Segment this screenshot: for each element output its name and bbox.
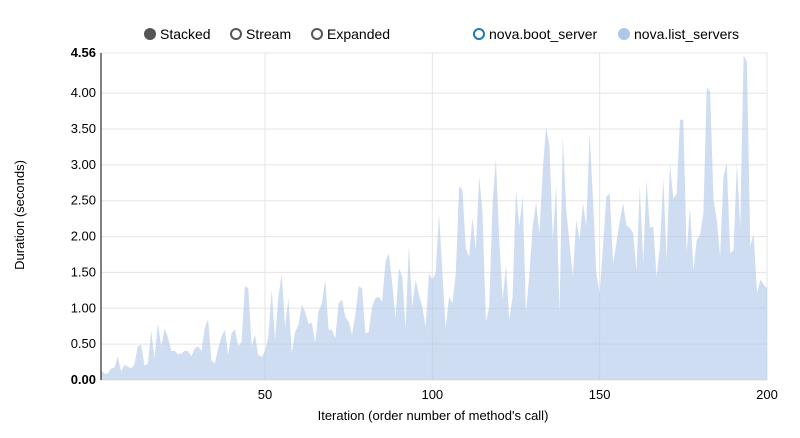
- area-nova-list-servers: [101, 55, 767, 380]
- x-axis-label: Iteration (order number of method's call…: [318, 408, 549, 423]
- x-tick-label: 50: [258, 387, 272, 402]
- radio-icon: [230, 28, 242, 40]
- y-tick-label: 0.00: [71, 372, 96, 387]
- legend-label: nova.boot_server: [489, 26, 598, 42]
- radio-icon: [311, 28, 323, 40]
- y-tick-label: 2.00: [71, 229, 96, 244]
- y-tick-label: 3.00: [71, 157, 96, 172]
- legend-circle-icon: [618, 28, 630, 40]
- legend-label: nova.list_servers: [634, 26, 740, 42]
- legend-item-boot-server[interactable]: nova.boot_server: [473, 26, 597, 42]
- control-stream[interactable]: Stream: [230, 26, 291, 42]
- x-tick-label: 150: [589, 387, 611, 402]
- x-tick-label: 200: [756, 387, 778, 402]
- areas: [101, 55, 767, 380]
- radio-selected-icon: [144, 28, 156, 40]
- x-tick-label: 100: [421, 387, 443, 402]
- control-stacked[interactable]: Stacked: [144, 26, 211, 42]
- y-tick-label: 1.00: [71, 300, 96, 315]
- control-expanded[interactable]: Expanded: [311, 26, 390, 42]
- legend: Stacked Stream Expanded nova.boot_server…: [0, 26, 800, 46]
- legend-circle-icon: [473, 28, 485, 40]
- y-tick-label: 2.50: [71, 193, 96, 208]
- control-label: Stacked: [160, 26, 211, 42]
- y-tick-label: 3.50: [71, 121, 96, 136]
- y-tick-label: 4.00: [71, 85, 96, 100]
- legend-item-list-servers[interactable]: nova.list_servers: [618, 26, 739, 42]
- y-tick-label: 1.50: [71, 264, 96, 279]
- control-label: Expanded: [327, 26, 391, 42]
- y-tick-label: 0.50: [71, 336, 96, 351]
- axes: 0.00 0.50 1.00 1.50 2.00 2.50 3.00 3.50 4.00 4.56…: [71, 45, 778, 402]
- y-tick-label: 4.56: [71, 45, 96, 60]
- control-label: Stream: [246, 26, 292, 42]
- y-axis-label: Duration (seconds): [12, 160, 27, 270]
